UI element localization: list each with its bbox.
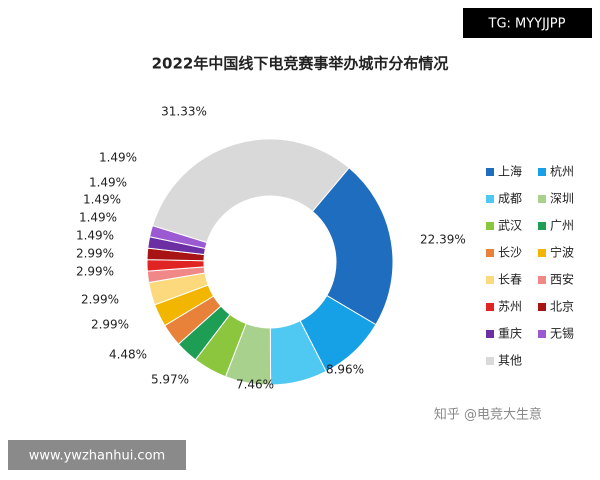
legend-swatch xyxy=(538,222,546,230)
data-label: 22.39% xyxy=(420,233,466,247)
data-label: 7.46% xyxy=(236,378,274,392)
legend-swatch xyxy=(538,330,546,338)
data-label: 1.49% xyxy=(89,176,127,190)
data-label: 31.33% xyxy=(161,105,207,119)
data-label: 4.48% xyxy=(109,348,147,362)
legend-label: 其他 xyxy=(498,354,522,368)
legend-swatch xyxy=(486,249,494,257)
legend-label: 无锡 xyxy=(550,326,574,341)
legend-swatch xyxy=(486,168,494,176)
data-label: 1.49% xyxy=(99,151,137,165)
slice xyxy=(311,167,394,326)
legend-swatch xyxy=(538,249,546,257)
data-label: 5.97% xyxy=(151,373,189,387)
tag-text: TG: MYYJJPP xyxy=(488,17,566,32)
legend-swatch xyxy=(486,276,494,284)
legend-label: 西安 xyxy=(550,272,574,287)
data-label: 2.99% xyxy=(81,293,119,307)
legend-swatch xyxy=(538,303,546,311)
site-box xyxy=(8,440,186,470)
legend-label: 长沙 xyxy=(498,246,522,260)
data-label: 1.49% xyxy=(76,229,114,243)
data-label: 2.99% xyxy=(76,265,114,279)
data-label: 2.99% xyxy=(76,247,114,261)
legend-swatch xyxy=(486,330,494,338)
data-label: 2.99% xyxy=(91,318,129,332)
legend-label: 宁波 xyxy=(550,245,574,260)
legend-swatch xyxy=(486,303,494,311)
chart-title: 2022年中国线下电竞赛事举办城市分布情况 xyxy=(152,55,449,73)
tag-box xyxy=(463,8,592,38)
legend-label: 重庆 xyxy=(498,327,522,341)
legend-swatch xyxy=(538,276,546,284)
source-text: 知乎 @电竞大生意 xyxy=(434,407,542,423)
legend-label: 广州 xyxy=(550,219,574,233)
legend-label: 苏州 xyxy=(498,300,522,314)
legend-swatch xyxy=(538,195,546,203)
data-label: 1.49% xyxy=(83,193,121,207)
legend-label: 北京 xyxy=(550,300,574,314)
legend-swatch xyxy=(486,195,494,203)
legend-label: 长春 xyxy=(498,273,522,287)
slice xyxy=(151,138,350,244)
legend-label: 武汉 xyxy=(498,219,522,233)
site-text: www.ywzhanhui.com xyxy=(29,449,165,464)
legend-label: 上海 xyxy=(498,164,522,179)
legend-label: 杭州 xyxy=(550,164,574,179)
legend-swatch xyxy=(486,222,494,230)
legend-label: 成都 xyxy=(498,192,522,206)
data-label: 8.96% xyxy=(326,363,364,377)
legend-swatch xyxy=(486,357,494,365)
legend-swatch xyxy=(538,168,546,176)
legend-label: 深圳 xyxy=(550,192,574,206)
data-label: 1.49% xyxy=(79,211,117,225)
